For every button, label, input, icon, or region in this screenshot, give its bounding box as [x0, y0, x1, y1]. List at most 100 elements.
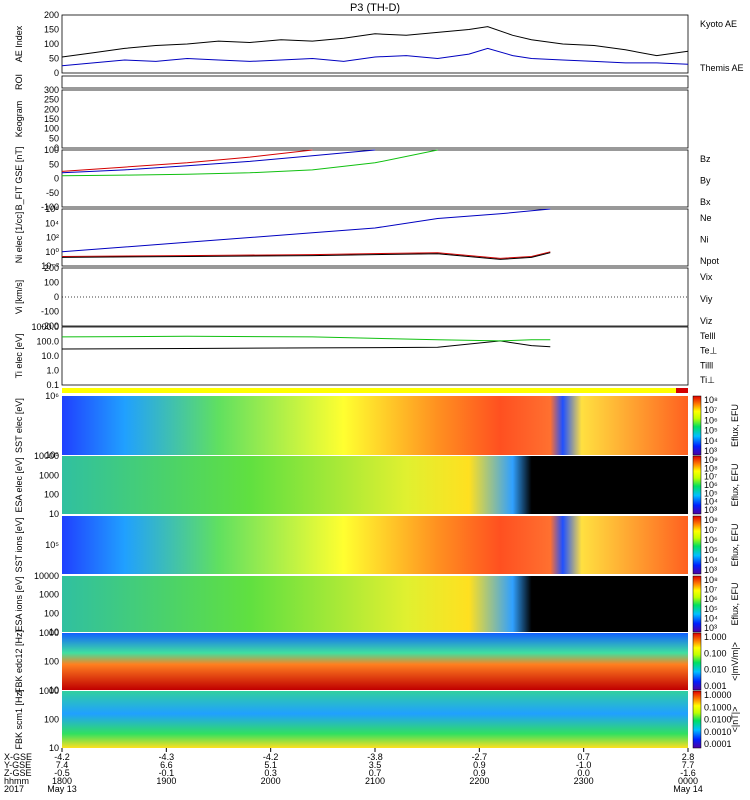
x-tick-value: -4.3 [159, 752, 175, 762]
y-axis-label: FBK scm1 [Hz] [14, 689, 24, 749]
legend-entry: Telll [700, 331, 716, 341]
y-tick-label: 100 [44, 608, 59, 618]
x-tick-value: 2200 [469, 776, 489, 786]
colorbar-tick: 1.0000 [704, 690, 732, 700]
y-tick-label: 10⁵ [45, 450, 59, 460]
y-tick-label: 100 [44, 278, 59, 288]
y-tick-label: 10000 [34, 571, 59, 581]
y-tick-label: -50 [46, 188, 59, 198]
y-axis-label: Vi [km/s] [14, 280, 24, 314]
colorbar-tick: 1.000 [704, 632, 727, 642]
x-tick-value: 3.5 [369, 760, 382, 770]
colorbar-tick: 0.001 [704, 681, 727, 691]
x-tick-value: 7.7 [682, 760, 695, 770]
y-tick-label: -100 [41, 202, 59, 212]
panel-frame [61, 326, 689, 386]
x-tick-value: -4.2 [54, 752, 70, 762]
colorbar-label: Eflux, EFU [730, 523, 740, 566]
y-tick-label: 10 [49, 509, 59, 519]
colorbar-tick: 0.1000 [704, 702, 732, 712]
y-tick-label: 10⁰ [45, 247, 59, 257]
y-axis-label: B_FIT GSE [nT] [14, 147, 24, 211]
legend-entry: Ti⊥ [700, 375, 715, 385]
spectrogram-esa-i [62, 576, 688, 632]
colorbar-tick: 10⁵ [704, 545, 718, 555]
y-tick-label: 1.0 [46, 366, 59, 376]
colorbar-tick: 10³ [704, 623, 717, 633]
colorbar-fbk-b [692, 690, 702, 749]
x-tick-value: 0.7 [369, 768, 382, 778]
y-tick-label: 10 [49, 627, 59, 637]
colorbar-tick: 10³ [704, 565, 717, 575]
y-tick-label: -200 [41, 321, 59, 331]
y-tick-label: 10 [49, 743, 59, 753]
legend-entry: Te⊥ [700, 346, 718, 356]
x-row-label: Y-GSE [4, 760, 31, 770]
y-tick-label: -100 [41, 307, 59, 317]
y-tick-label: 0 [54, 174, 59, 184]
x-tick-value: -2.7 [472, 752, 488, 762]
legend-entry: Npot [700, 256, 720, 266]
y-axis-label: AE Index [14, 25, 24, 62]
spectrogram-esa-e [62, 456, 688, 514]
y-tick-label: 200 [44, 10, 59, 20]
colorbar-label: <|nT|> [730, 707, 740, 733]
legend-entry: Viz [700, 316, 713, 326]
y-tick-label: 1000 [39, 470, 59, 480]
y-axis-label: ESA elec [eV] [14, 457, 24, 512]
y-axis-label: ESA ions [eV] [14, 576, 24, 631]
x-tick-value: -1.0 [576, 760, 592, 770]
colorbar-tick: 10⁸ [704, 575, 718, 585]
colorbar-tick: 10⁵ [704, 604, 718, 614]
legend-entry: Kyoto AE [700, 19, 737, 29]
panel-frame [61, 208, 689, 267]
x-row-label: 2017 [4, 784, 24, 794]
x-tick-value: 1900 [156, 776, 176, 786]
colorbar-tick: 0.0001 [704, 739, 732, 749]
x-tick-value: 2300 [574, 776, 594, 786]
panel-frame [61, 149, 689, 208]
colorbar-esa-i [692, 575, 702, 633]
legend-entry: Viy [700, 294, 713, 304]
y-axis-label: Keogram [14, 101, 24, 138]
y-tick-label: 1000.0 [31, 322, 59, 332]
y-tick-label: 10 [49, 685, 59, 695]
y-tick-label: 300 [44, 85, 59, 95]
panel-frame [61, 14, 689, 74]
y-tick-label: 1000 [39, 686, 59, 696]
colorbar-tick: 10⁴ [704, 555, 718, 565]
colorbar-label: Eflux, EFU [730, 463, 740, 506]
series-ni [61, 252, 551, 260]
legend-entry: Bz [700, 154, 711, 164]
colorbar-tick: 10⁵ [704, 426, 718, 436]
x-tick-value: 0.7 [577, 752, 590, 762]
x-tick-value: 2.8 [682, 752, 695, 762]
panel-ti: Telll Te⊥ Tilll Ti⊥ 0.1 1.0 10.0 100.0 1000.0 Ti … [14, 322, 718, 390]
colorbar-sst-i [692, 515, 702, 575]
y-tick-label: 50 [49, 133, 59, 143]
colorbar-tick: 10⁴ [704, 497, 718, 507]
panel-frame [61, 75, 689, 89]
x-tick-value: 2100 [365, 776, 385, 786]
colorbar-tick: 10⁸ [704, 515, 718, 525]
x-tick-value: May 13 [47, 784, 77, 794]
x-row-label: Z-GSE [4, 768, 32, 778]
colorbar-tick: 0.100 [704, 648, 727, 658]
y-tick-label: 0 [54, 143, 59, 153]
y-tick-label: 10⁶ [45, 204, 59, 214]
y-axis-label: FBK edc12 [Hz] [14, 630, 24, 693]
colorbar-tick: 10³ [704, 446, 717, 456]
y-tick-label: 100 [44, 490, 59, 500]
y-tick-label: 100.0 [36, 337, 59, 347]
y-tick-label: 1000 [39, 628, 59, 638]
bottom-axis: X-GSEY-GSEZ-GSEhhmm2017-4.27.4-0.51800Ma… [4, 748, 703, 794]
y-tick-label: 10² [46, 233, 59, 243]
y-axis-label: ROI [14, 74, 24, 90]
y-tick-label: 10⁻² [41, 261, 59, 271]
x-tick-value: May 14 [673, 784, 703, 794]
